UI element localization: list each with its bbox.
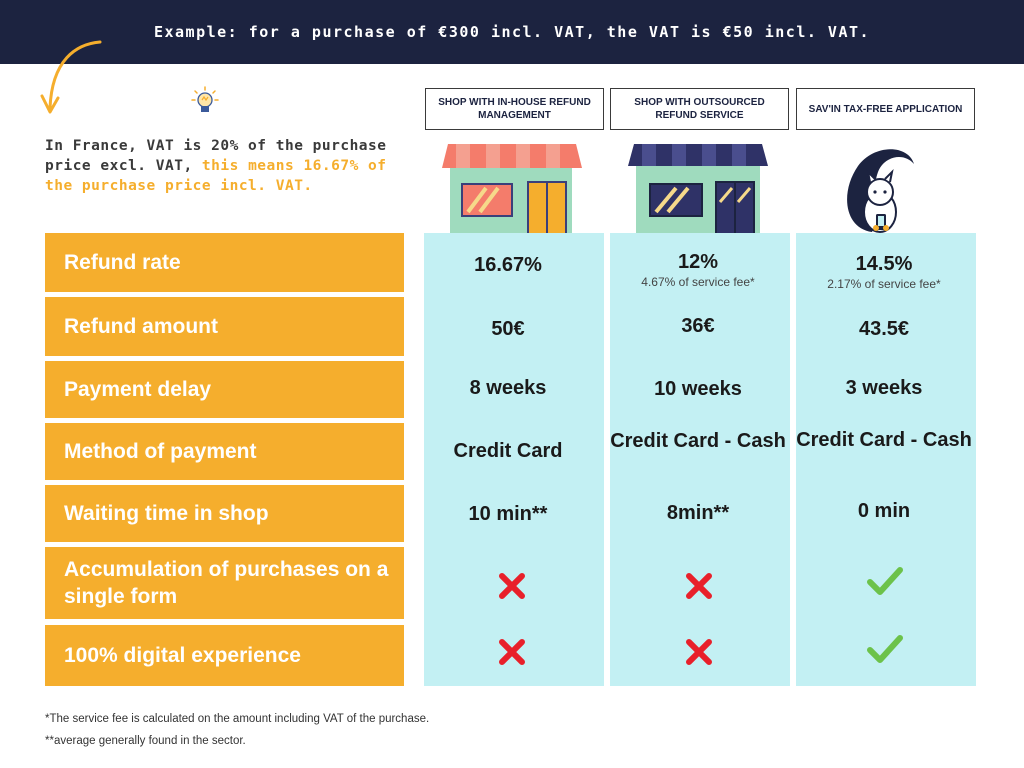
column-header-outsourced: SHOP WITH OUTSOURCED REFUND SERVICE: [610, 88, 789, 130]
row-label-digital-experience: 100% digital experience: [45, 625, 404, 686]
cross-icon: [685, 638, 713, 666]
refund-amount-outsourced: 36€: [608, 315, 788, 337]
waiting-time-inhouse: 10 min**: [418, 503, 598, 525]
refund-amount-inhouse: 50€: [418, 318, 598, 340]
row-label-waiting-time: Waiting time in shop: [45, 485, 404, 542]
squirrel-phone-icon: [838, 142, 928, 242]
row-label-accumulation: Accumulation of purchases on a single fo…: [45, 547, 404, 619]
column-header-savin: SAV'IN TAX-FREE APPLICATION: [796, 88, 975, 130]
row-label-refund-amount: Refund amount: [45, 297, 404, 356]
row-label-payment-delay: Payment delay: [45, 361, 404, 418]
footnote-average: **average generally found in the sector.: [45, 735, 246, 747]
cross-icon: [498, 638, 526, 666]
cross-icon: [498, 572, 526, 600]
payment-delay-savin: 3 weeks: [794, 377, 974, 399]
waiting-time-savin: 0 min: [794, 500, 974, 522]
refund-rate-inhouse: 16.67%: [418, 254, 598, 276]
column-savin-background: [796, 233, 976, 686]
payment-method-outsourced: Credit Card - Cash: [608, 430, 788, 452]
refund-rate-savin: 14.5% 2.17% of service fee*: [794, 253, 974, 292]
refund-amount-savin: 43.5€: [794, 318, 974, 340]
curved-arrow-icon: [36, 38, 106, 120]
service-fee-note: 4.67% of service fee*: [608, 275, 788, 290]
service-fee-note: 2.17% of service fee*: [794, 277, 974, 292]
banner: Example: for a purchase of €300 incl. VA…: [0, 0, 1024, 64]
column-header-inhouse: SHOP WITH IN-HOUSE REFUND MANAGEMENT: [425, 88, 604, 130]
cross-icon: [685, 572, 713, 600]
refund-rate-outsourced: 12% 4.67% of service fee*: [608, 251, 788, 290]
footnote-service-fee: *The service fee is calculated on the am…: [45, 713, 429, 725]
payment-delay-outsourced: 10 weeks: [608, 378, 788, 400]
payment-method-savin: Credit Card - Cash: [794, 429, 974, 451]
lightbulb-icon: [190, 86, 220, 116]
check-icon: [866, 634, 904, 664]
column-outsourced-background: [610, 233, 790, 686]
row-label-method-of-payment: Method of payment: [45, 423, 404, 480]
payment-delay-inhouse: 8 weeks: [418, 377, 598, 399]
check-icon: [866, 566, 904, 596]
shop-navy-awning-icon: [628, 142, 773, 242]
row-label-refund-rate: Refund rate: [45, 233, 404, 292]
waiting-time-outsourced: 8min**: [608, 502, 788, 524]
shop-red-awning-icon: [440, 142, 585, 242]
intro-text: In France, VAT is 20% of the purchase pr…: [45, 136, 415, 196]
payment-method-inhouse: Credit Card: [418, 440, 598, 462]
